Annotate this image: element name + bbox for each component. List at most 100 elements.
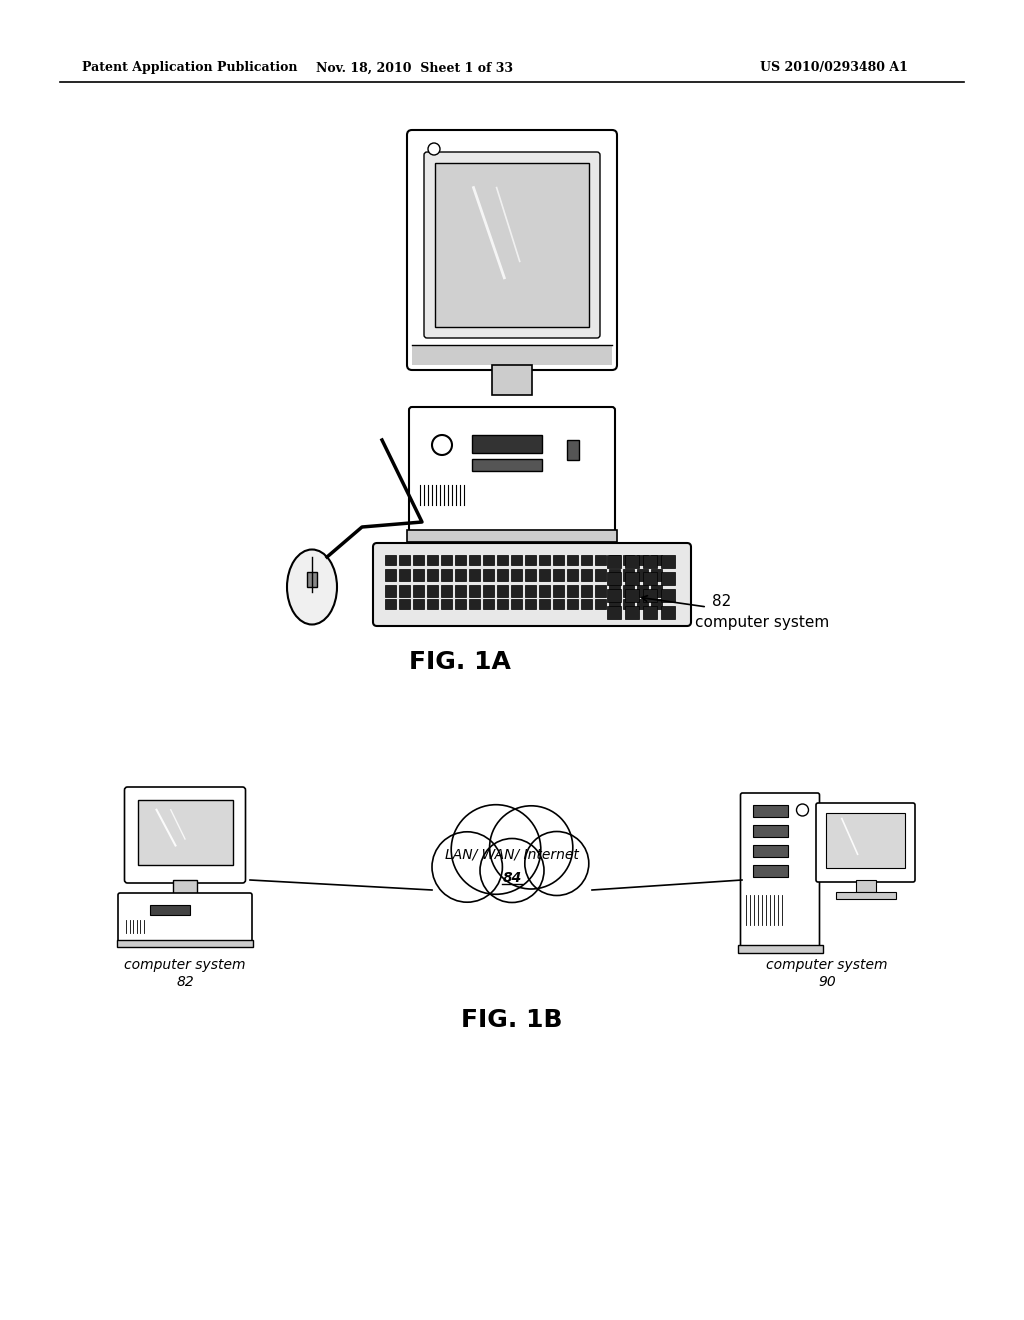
Bar	[753, 805, 787, 817]
Bar	[399, 554, 410, 565]
Bar	[567, 440, 579, 459]
Bar	[581, 569, 592, 581]
Bar	[413, 585, 424, 597]
Bar	[595, 585, 606, 597]
Bar	[607, 589, 621, 602]
Bar	[117, 940, 253, 946]
Bar	[637, 569, 648, 581]
Bar	[413, 554, 424, 565]
Text: 84: 84	[503, 871, 521, 884]
Bar	[511, 569, 522, 581]
Bar	[412, 345, 612, 366]
Bar	[553, 585, 564, 597]
Text: Patent Application Publication: Patent Application Publication	[82, 62, 298, 74]
FancyBboxPatch shape	[409, 407, 615, 533]
Bar	[497, 569, 508, 581]
FancyBboxPatch shape	[816, 803, 915, 882]
Bar	[737, 945, 822, 953]
Bar	[623, 599, 634, 609]
Bar	[427, 599, 438, 609]
Bar	[483, 599, 494, 609]
Bar	[492, 366, 532, 395]
Circle shape	[432, 436, 452, 455]
Bar	[553, 599, 564, 609]
Bar	[651, 569, 662, 581]
Circle shape	[428, 143, 440, 154]
Circle shape	[452, 805, 541, 895]
Bar	[637, 599, 648, 609]
Bar	[497, 554, 508, 565]
Bar	[385, 569, 396, 581]
Bar	[651, 585, 662, 597]
Circle shape	[432, 832, 503, 902]
Bar	[826, 813, 905, 869]
Bar	[525, 569, 536, 581]
Bar	[497, 585, 508, 597]
Bar	[581, 585, 592, 597]
Circle shape	[489, 805, 572, 888]
Text: 82: 82	[176, 975, 194, 989]
Bar	[595, 569, 606, 581]
Bar	[307, 572, 317, 587]
Bar	[553, 554, 564, 565]
Circle shape	[480, 838, 544, 903]
Bar	[173, 880, 197, 895]
FancyBboxPatch shape	[407, 129, 617, 370]
Bar	[607, 554, 621, 568]
Bar	[497, 599, 508, 609]
Circle shape	[524, 832, 589, 895]
Bar	[385, 585, 396, 597]
Bar	[623, 585, 634, 597]
Bar	[625, 589, 639, 602]
Bar	[435, 162, 589, 327]
Bar	[651, 599, 662, 609]
FancyBboxPatch shape	[373, 543, 691, 626]
Bar	[623, 569, 634, 581]
Bar	[150, 906, 190, 915]
Bar	[643, 572, 657, 585]
Bar	[662, 589, 675, 602]
Bar	[472, 459, 542, 471]
Bar	[441, 599, 452, 609]
Bar	[539, 569, 550, 581]
Bar	[609, 569, 620, 581]
Bar	[455, 585, 466, 597]
Bar	[511, 585, 522, 597]
Text: FIG. 1A: FIG. 1A	[409, 649, 511, 675]
Bar	[441, 569, 452, 581]
Bar	[469, 599, 480, 609]
Bar	[643, 606, 657, 619]
Bar	[455, 569, 466, 581]
Bar	[511, 554, 522, 565]
Bar	[441, 554, 452, 565]
Bar	[836, 892, 896, 899]
Bar	[525, 585, 536, 597]
Bar	[637, 554, 648, 565]
Bar	[427, 585, 438, 597]
Bar	[607, 572, 621, 585]
Bar	[472, 436, 542, 453]
Bar	[623, 554, 634, 565]
Bar	[553, 569, 564, 581]
Bar	[855, 880, 876, 892]
Bar	[609, 585, 620, 597]
Bar	[427, 569, 438, 581]
Bar	[625, 572, 639, 585]
Bar	[753, 865, 787, 876]
Bar	[511, 599, 522, 609]
Text: LAN/ WAN/ Internet: LAN/ WAN/ Internet	[445, 847, 579, 862]
Text: Nov. 18, 2010  Sheet 1 of 33: Nov. 18, 2010 Sheet 1 of 33	[316, 62, 513, 74]
Bar	[525, 554, 536, 565]
Text: computer system: computer system	[124, 958, 246, 972]
Bar	[567, 599, 578, 609]
Bar	[137, 800, 232, 865]
Bar	[399, 585, 410, 597]
Bar	[413, 599, 424, 609]
Bar	[643, 554, 657, 568]
Circle shape	[797, 804, 809, 816]
Bar	[525, 599, 536, 609]
Bar	[625, 606, 639, 619]
Bar	[753, 825, 787, 837]
Text: US 2010/0293480 A1: US 2010/0293480 A1	[760, 62, 908, 74]
Bar	[399, 599, 410, 609]
